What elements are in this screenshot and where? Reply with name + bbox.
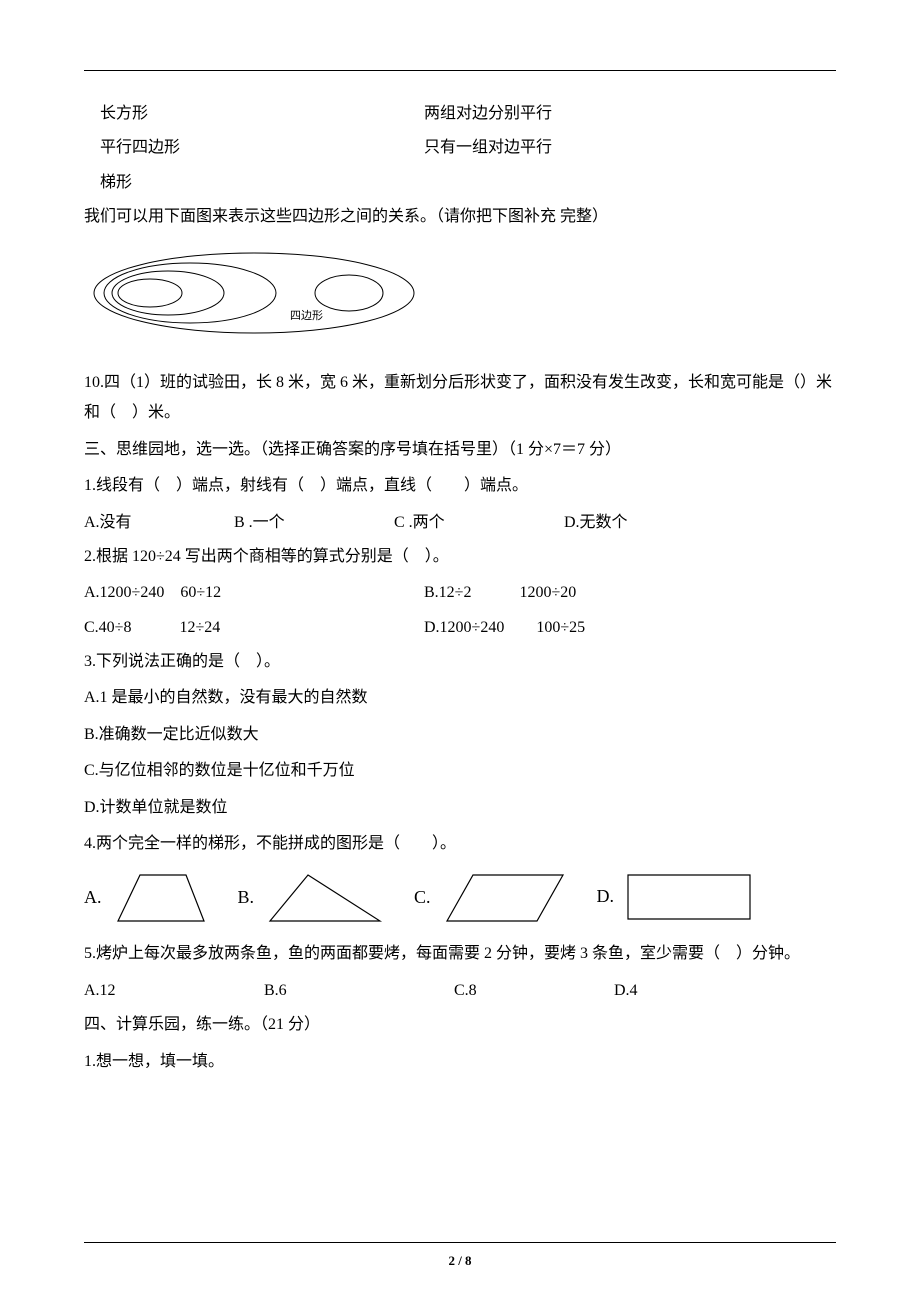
q3-C: C.与亿位相邻的数位是十亿位和千万位 — [84, 756, 836, 786]
match-row-3: 梯形 — [84, 168, 836, 198]
q3-B: B.准确数一定比近似数大 — [84, 720, 836, 750]
svg-text:四边形: 四边形 — [290, 309, 323, 322]
match-right-empty — [424, 168, 836, 198]
sec3-q2-stem: 2.根据 120÷24 写出两个商相等的算式分别是（ ）。 — [84, 542, 836, 572]
sec3-q4-stem: 4.两个完全一样的梯形，不能拼成的图形是（ ）。 — [84, 829, 836, 859]
q4-shapes: A. B. C. D. — [84, 869, 836, 925]
q4-B: B. — [238, 869, 385, 925]
sec3-q3-stem: 3.下列说法正确的是（ ）。 — [84, 647, 836, 677]
sec3-q2-opts1: A.1200÷240 60÷12 B.12÷2 1200÷20 — [84, 578, 836, 608]
top-rule — [84, 70, 836, 71]
sec3-q5-opts: A.12 B.6 C.8 D.4 — [84, 976, 836, 1006]
venn-intro: 我们可以用下面图来表示这些四边形之间的关系。（请你把下图补充 完整） — [84, 202, 836, 232]
venn-svg: 四边形 — [84, 247, 424, 339]
q4-D-label: D. — [597, 879, 615, 913]
sec3-title: 三、思维园地，选一选。（选择正确答案的序号填在括号里）（1 分×7＝7 分） — [84, 435, 836, 465]
q10: 10.四（1）班的试验田，长 8 米，宽 6 米，重新划分后形状变了，面积没有发… — [84, 368, 836, 429]
q2-C: C.40÷8 12÷24 — [84, 613, 424, 643]
q1-A: A.没有 — [84, 508, 234, 538]
match-row-1: 长方形 两组对边分别平行 — [84, 99, 836, 129]
triangle-icon — [264, 869, 384, 925]
q5-B: B.6 — [264, 976, 454, 1006]
q5-C: C.8 — [454, 976, 614, 1006]
match-right-b: 只有一组对边平行 — [424, 133, 836, 163]
parallelogram-icon — [441, 869, 567, 925]
q1-D: D.无数个 — [564, 508, 714, 538]
page-footer: 2 / 8 — [0, 1242, 920, 1274]
q5-A: A.12 — [84, 976, 264, 1006]
q1-C: C .两个 — [394, 508, 564, 538]
page-number: 2 / 8 — [448, 1253, 471, 1268]
sec3-q2-opts2: C.40÷8 12÷24 D.1200÷240 100÷25 — [84, 613, 836, 643]
match-row-2: 平行四边形 只有一组对边平行 — [84, 133, 836, 163]
q3-A: A.1 是最小的自然数，没有最大的自然数 — [84, 683, 836, 713]
rectangle-icon — [624, 869, 754, 923]
match-right-a: 两组对边分别平行 — [424, 99, 836, 129]
sec3-q1-stem: 1.线段有（ ）端点，射线有（ ）端点，直线（ ）端点。 — [84, 471, 836, 501]
q4-C: C. — [414, 869, 567, 925]
q3-D: D.计数单位就是数位 — [84, 793, 836, 823]
q1-B: B .一个 — [234, 508, 394, 538]
match-left-b: 平行四边形 — [84, 133, 424, 163]
sec4-title: 四、计算乐园，练一练。（21 分） — [84, 1010, 836, 1040]
q4-C-label: C. — [414, 880, 431, 914]
q4-D: D. — [597, 869, 755, 923]
footer-rule — [84, 1242, 836, 1243]
q2-B: B.12÷2 1200÷20 — [424, 578, 836, 608]
q2-D: D.1200÷240 100÷25 — [424, 613, 836, 643]
venn-diagram: 四边形 — [84, 247, 836, 350]
q5-D: D.4 — [614, 976, 764, 1006]
sec4-q1: 1.想一想，填一填。 — [84, 1047, 836, 1077]
q4-B-label: B. — [238, 880, 255, 914]
match-left-a: 长方形 — [84, 99, 424, 129]
trapezoid-icon — [112, 869, 208, 925]
q4-A-label: A. — [84, 880, 102, 914]
q2-A: A.1200÷240 60÷12 — [84, 578, 424, 608]
sec3-q1-opts: A.没有 B .一个 C .两个 D.无数个 — [84, 508, 836, 538]
sec3-q5-stem: 5.烤炉上每次最多放两条鱼，鱼的两面都要烤，每面需要 2 分钟，要烤 3 条鱼，… — [84, 939, 836, 969]
q4-A: A. — [84, 869, 208, 925]
match-left-c: 梯形 — [84, 168, 424, 198]
